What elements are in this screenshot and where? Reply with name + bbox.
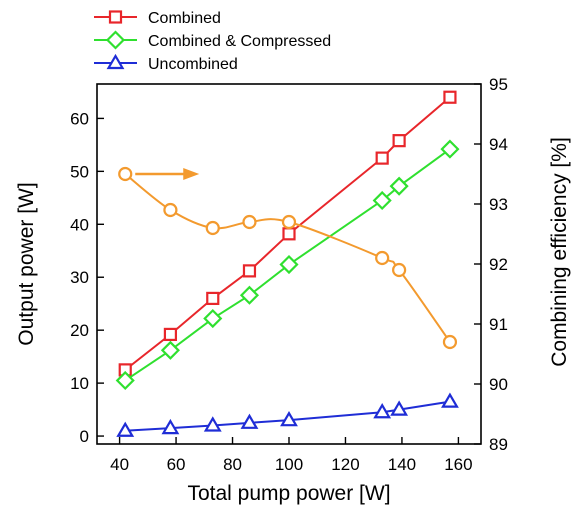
y-tick-label: 40 bbox=[70, 215, 89, 234]
y2-tick-label: 90 bbox=[489, 375, 508, 394]
data-point-3 bbox=[205, 220, 220, 236]
legend-marker-2 bbox=[106, 53, 125, 70]
legend-label-0: Combined bbox=[148, 10, 221, 27]
data-point-1 bbox=[160, 340, 180, 360]
y-axis-title: Output power [W] bbox=[15, 182, 38, 345]
data-point-2 bbox=[161, 418, 180, 435]
data-point-2 bbox=[373, 403, 392, 419]
data-point-1 bbox=[115, 370, 135, 391]
legend-marker-0 bbox=[108, 10, 123, 24]
legend-label-2: Uncombined bbox=[148, 56, 238, 73]
data-point-2 bbox=[441, 392, 459, 408]
y2-tick-label: 92 bbox=[489, 255, 508, 274]
x-tick-label: 40 bbox=[110, 455, 129, 474]
data-point-1 bbox=[440, 139, 460, 159]
y-tick-label: 50 bbox=[70, 162, 89, 181]
data-point-3 bbox=[442, 334, 458, 350]
x-tick-label: 160 bbox=[444, 455, 472, 474]
legend: Combined Combined & Compressed Uncombined bbox=[94, 10, 331, 73]
legend-marker-1 bbox=[105, 30, 126, 50]
y-tick-label: 10 bbox=[70, 374, 89, 393]
data-point-2 bbox=[116, 421, 135, 437]
annotations bbox=[135, 168, 200, 180]
data-point-3 bbox=[281, 214, 297, 230]
y-tick-label: 60 bbox=[70, 109, 89, 128]
data-point-2 bbox=[390, 400, 409, 416]
y2-axis-title: Combining efficiency [%] bbox=[548, 137, 571, 367]
data-point-0 bbox=[206, 291, 220, 306]
annotation-arrow-head bbox=[183, 168, 200, 180]
data-point-0 bbox=[242, 264, 257, 278]
data-point-0 bbox=[392, 134, 406, 148]
data-point-3 bbox=[163, 202, 178, 218]
y2-tick-label: 94 bbox=[489, 135, 508, 154]
data-point-0 bbox=[443, 90, 457, 104]
legend-label-1: Combined & Compressed bbox=[148, 33, 331, 50]
y2-tick-label: 91 bbox=[489, 315, 508, 334]
data-point-2 bbox=[203, 416, 222, 432]
y-tick-label: 0 bbox=[80, 427, 89, 446]
data-point-0 bbox=[375, 151, 389, 165]
data-point-0 bbox=[163, 327, 178, 342]
data-point-3 bbox=[242, 214, 257, 230]
axis-ticks: 40 60 80 100 120 140 160 0 10 20 30 40 50 60 89 90 91 92 9… bbox=[70, 75, 508, 474]
x-axis-title: Total pump power [W] bbox=[187, 482, 390, 505]
data-point-2 bbox=[240, 413, 259, 429]
series-layer bbox=[115, 90, 460, 437]
x-tick-label: 80 bbox=[223, 455, 242, 474]
x-tick-label: 100 bbox=[275, 455, 303, 474]
y2-tick-label: 95 bbox=[489, 75, 508, 94]
data-point-2 bbox=[280, 410, 298, 427]
data-point-0 bbox=[282, 227, 296, 241]
data-point-1 bbox=[203, 308, 223, 329]
data-point-3 bbox=[118, 166, 133, 182]
y-tick-label: 20 bbox=[70, 321, 89, 340]
data-point-1 bbox=[389, 176, 409, 196]
data-point-1 bbox=[372, 190, 392, 211]
x-tick-label: 120 bbox=[331, 455, 359, 474]
data-point-3 bbox=[392, 262, 407, 278]
y2-tick-label: 89 bbox=[489, 435, 508, 454]
y-tick-label: 30 bbox=[70, 268, 89, 287]
data-point-1 bbox=[239, 285, 260, 305]
x-tick-label: 60 bbox=[167, 455, 186, 474]
x-tick-label: 140 bbox=[388, 455, 416, 474]
y2-tick-label: 93 bbox=[489, 195, 508, 214]
data-point-3 bbox=[375, 250, 390, 266]
data-point-1 bbox=[279, 254, 299, 275]
